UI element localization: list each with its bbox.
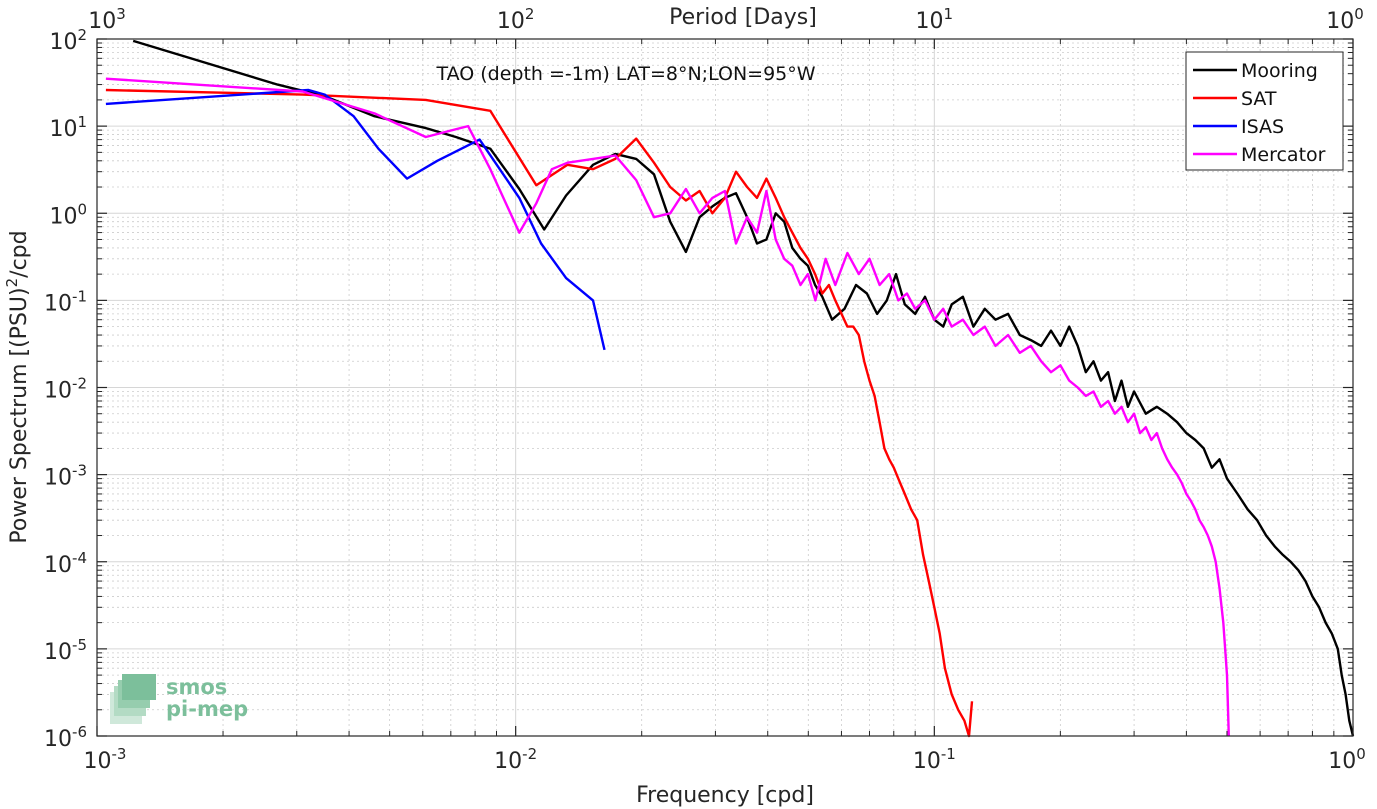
y-axis-title: Power Spectrum [(PSU)2/cpd bbox=[3, 230, 32, 543]
y-tick-label-exp: 2 bbox=[77, 26, 87, 44]
x2-tick-label-exp: 2 bbox=[525, 5, 535, 23]
y-tick-label: 10-1 bbox=[44, 287, 87, 316]
legend-label-mercator: Mercator bbox=[1241, 144, 1326, 166]
x2-tick-label-base: 10 bbox=[916, 9, 944, 34]
x-tick-label-exp: -3 bbox=[112, 745, 127, 763]
y-tick-label-base: 10 bbox=[49, 204, 77, 229]
series-layer bbox=[105, 39, 1355, 738]
series-line-isas bbox=[105, 88, 606, 351]
x2-tick-label: 103 bbox=[88, 5, 126, 34]
x2-tick-label-exp: 0 bbox=[1354, 5, 1364, 23]
x-tick-label-base: 10 bbox=[84, 749, 112, 774]
y-tick-label-base: 10 bbox=[44, 466, 72, 491]
smos-pi-mep-logo: smos pi-mep bbox=[110, 674, 248, 724]
x-tick-label-exp: -2 bbox=[522, 745, 537, 763]
x-tick-label: 100 bbox=[1328, 745, 1366, 774]
series-line-mercator bbox=[105, 77, 1230, 737]
y-tick-label: 10-3 bbox=[44, 462, 87, 491]
y-tick-label-base: 10 bbox=[44, 553, 72, 578]
x2-tick-label-base: 10 bbox=[88, 9, 116, 34]
y-axis-title-main: Power Spectrum [(PSU) bbox=[7, 287, 32, 543]
x2-tick-labels: 103 102 101 100 bbox=[88, 5, 1364, 34]
y-tick-label-exp: -1 bbox=[72, 287, 87, 305]
x-tick-labels: 10-3 10-2 10-1 100 bbox=[84, 745, 1366, 774]
logo-text-line1: smos bbox=[166, 675, 227, 699]
y-tick-label-exp: 1 bbox=[77, 113, 87, 131]
x-tick-label-base: 10 bbox=[494, 749, 522, 774]
logo-mark-icon bbox=[110, 674, 156, 724]
x2-tick-label: 100 bbox=[1326, 5, 1364, 34]
y-tick-label-exp: -2 bbox=[72, 375, 87, 393]
y-tick-label-base: 10 bbox=[49, 117, 77, 142]
series-line-mooring bbox=[132, 39, 1355, 737]
legend: Mooring SAT ISAS Mercator bbox=[1185, 51, 1344, 171]
y-tick-label: 10-6 bbox=[44, 723, 87, 752]
y-tick-label-base: 10 bbox=[44, 291, 72, 316]
x-axis-title: Frequency [cpd] bbox=[636, 783, 814, 808]
y-tick-label: 101 bbox=[49, 113, 87, 142]
x2-tick-label-exp: 1 bbox=[944, 5, 954, 23]
y-tick-label: 100 bbox=[49, 200, 87, 229]
y-tick-label-exp: -3 bbox=[72, 462, 87, 480]
y-tick-label-base: 10 bbox=[49, 30, 77, 55]
x-tick-label: 10-1 bbox=[913, 745, 956, 774]
x2-tick-label-base: 10 bbox=[497, 9, 525, 34]
y-axis-title-sup: 2 bbox=[3, 278, 21, 288]
x2-tick-label: 102 bbox=[497, 5, 535, 34]
x-tick-label-base: 10 bbox=[1328, 749, 1356, 774]
x-tick-label-base: 10 bbox=[913, 749, 941, 774]
x-tick-label: 10-3 bbox=[84, 745, 127, 774]
y-tick-label-base: 10 bbox=[44, 727, 72, 752]
y-tick-label: 10-4 bbox=[44, 549, 87, 578]
y-axis-title-tail: /cpd bbox=[7, 230, 32, 277]
y-tick-label-exp: -5 bbox=[72, 636, 87, 654]
y-tick-label-exp: 0 bbox=[77, 200, 87, 218]
x2-tick-label-base: 10 bbox=[1326, 9, 1354, 34]
x-tick-label-exp: -1 bbox=[941, 745, 956, 763]
legend-label-sat: SAT bbox=[1241, 88, 1277, 110]
legend-label-mooring: Mooring bbox=[1241, 60, 1318, 82]
tick-marks bbox=[96, 38, 1354, 737]
y-tick-label-exp: -6 bbox=[72, 723, 87, 741]
y-tick-label-base: 10 bbox=[44, 640, 72, 665]
x-tick-label: 10-2 bbox=[494, 745, 537, 774]
x2-axis-title: Period [Days] bbox=[669, 5, 817, 30]
y-tick-label: 102 bbox=[49, 26, 87, 55]
chart-title: TAO (depth =-1m) LAT=8°N;LON=95°W bbox=[435, 63, 815, 85]
logo-text-line2: pi-mep bbox=[166, 697, 248, 721]
minor-grid bbox=[97, 39, 1353, 736]
legend-box bbox=[1185, 51, 1344, 171]
y-tick-label: 10-2 bbox=[44, 375, 87, 404]
x2-tick-label: 101 bbox=[916, 5, 954, 34]
x-tick-label-exp: 0 bbox=[1356, 745, 1366, 763]
x2-tick-label-exp: 3 bbox=[116, 5, 126, 23]
series-line-sat bbox=[105, 88, 974, 738]
y-tick-label-exp: -4 bbox=[72, 549, 87, 567]
legend-label-isas: ISAS bbox=[1241, 116, 1284, 138]
y-tick-label: 10-5 bbox=[44, 636, 87, 665]
y-tick-label-base: 10 bbox=[44, 379, 72, 404]
